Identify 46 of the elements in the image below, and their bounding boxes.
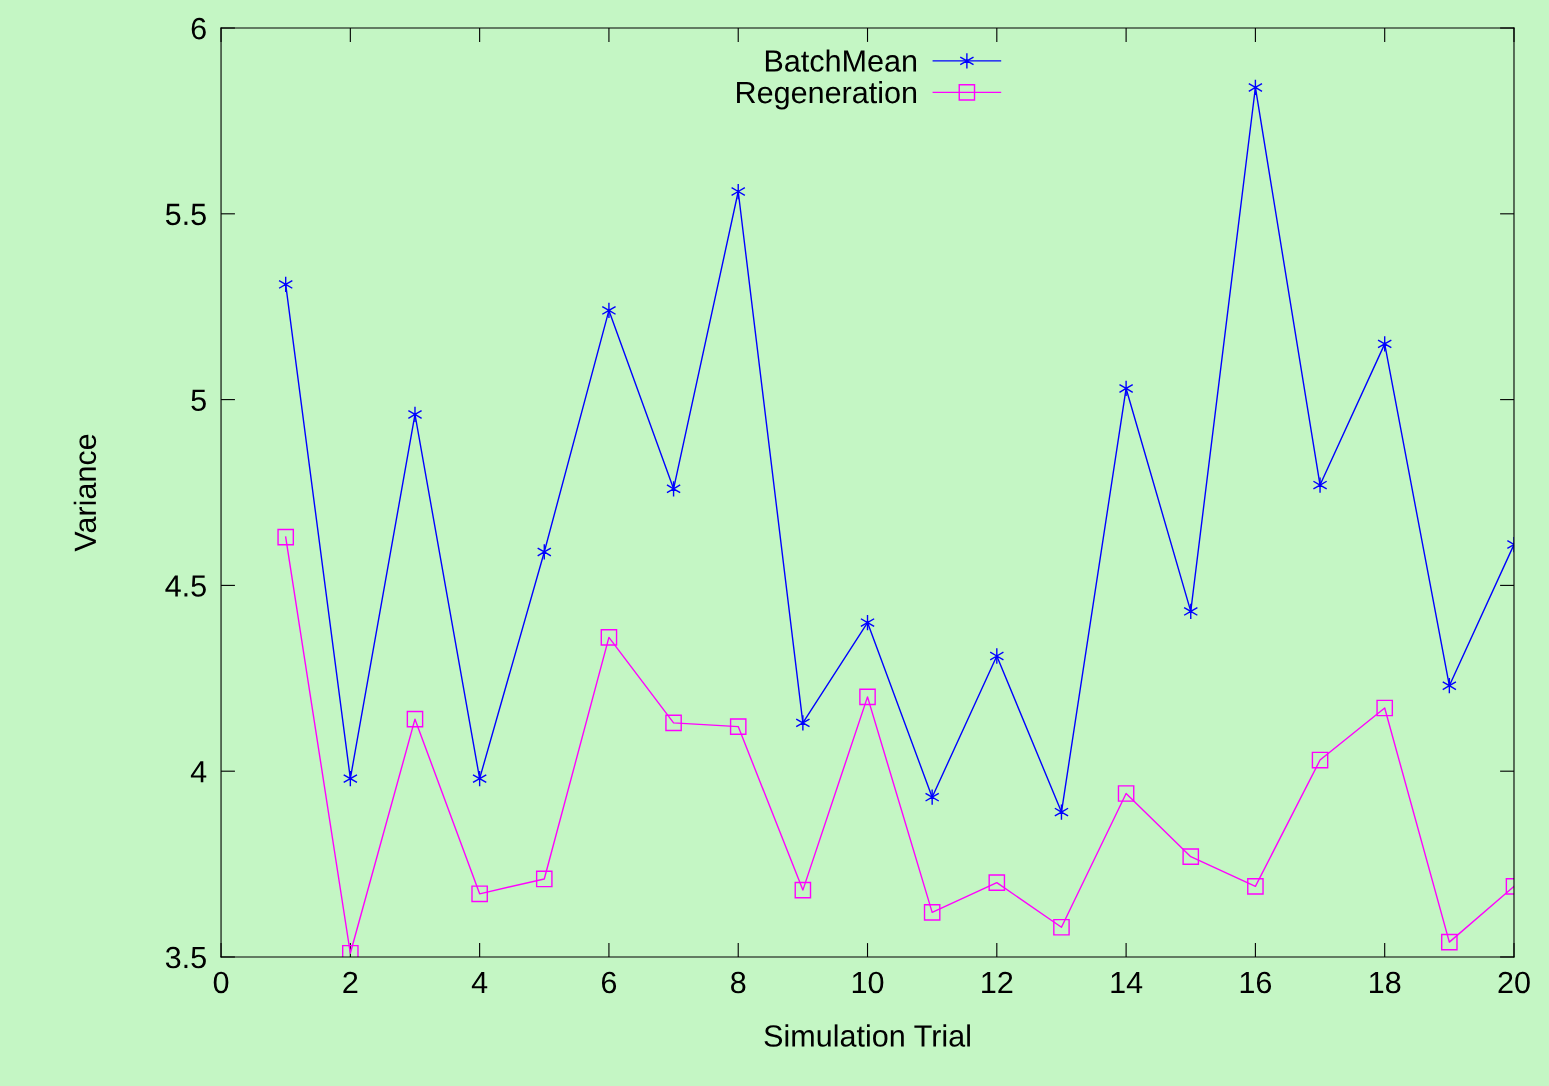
point [665, 714, 682, 732]
point [923, 904, 941, 921]
legend-label: BatchMean [765, 49, 917, 72]
point [1118, 380, 1134, 397]
y-tick-label: 5.5 [165, 203, 206, 226]
point [535, 870, 553, 888]
y-tick-label: 6 [191, 17, 206, 40]
x-axis-title: Simulation Trial [764, 1024, 970, 1047]
x-tick-label: 16 [1240, 971, 1272, 994]
point [1441, 933, 1458, 951]
point [1182, 848, 1200, 865]
point [988, 874, 1006, 892]
x-tick-label: 12 [982, 971, 1013, 994]
y-axis-title: Variance [73, 434, 97, 552]
x-tick-label: 2 [343, 971, 358, 994]
point [989, 647, 1005, 665]
point [1312, 476, 1328, 494]
legend-label: Regeneration [737, 80, 917, 110]
point [406, 710, 424, 728]
point [1117, 785, 1135, 802]
x-tick-label: 20 [1498, 971, 1530, 994]
x-tick-label: 14 [1111, 971, 1143, 994]
point [1247, 878, 1264, 895]
y-tick-label: 4.5 [165, 575, 206, 597]
point [1311, 751, 1329, 769]
x-tick-label: 0 [213, 971, 229, 994]
point [601, 302, 617, 319]
point [729, 718, 747, 735]
y-tick-label: 5 [191, 389, 206, 411]
x-tick-label: 8 [731, 971, 746, 994]
point [794, 881, 812, 899]
point [471, 885, 488, 903]
point [407, 406, 423, 423]
y-tick-label: 4 [190, 761, 207, 783]
point [859, 688, 876, 706]
point [1376, 699, 1394, 717]
x-tick-label: 10 [852, 971, 884, 994]
x-tick-label: 4 [471, 971, 488, 994]
point [600, 629, 618, 646]
point [1053, 918, 1070, 936]
x-tick-label: 6 [601, 971, 617, 994]
point [795, 714, 811, 732]
point [277, 528, 295, 546]
y-tick-label: 3.5 [165, 946, 206, 969]
x-tick-label: 18 [1370, 971, 1401, 994]
point [924, 788, 940, 806]
